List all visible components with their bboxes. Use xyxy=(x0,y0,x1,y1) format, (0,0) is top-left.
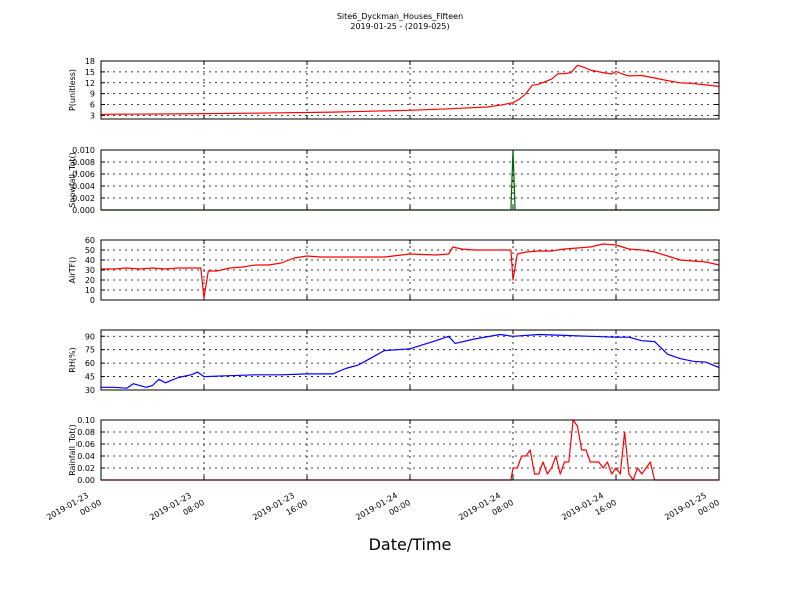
y-tick-label: 30 xyxy=(85,266,95,275)
y-tick-label: 0.08 xyxy=(77,428,95,437)
y-axis-label: Rainfall_Tot() xyxy=(68,424,77,476)
y-tick-label: 75 xyxy=(85,346,95,355)
y-axis-label: Snowfall_Tot() xyxy=(68,152,77,208)
y-tick-label: 0.00 xyxy=(77,476,95,485)
y-axis-label: RH(%) xyxy=(68,347,77,372)
y-tick-label: 0.10 xyxy=(77,416,95,425)
series-line-air-temperature xyxy=(101,243,720,299)
axes-frame xyxy=(100,149,720,211)
y-tick-label: 30 xyxy=(85,386,95,395)
chart-panels: 369121518P(unitless)0.0000.0020.0040.006… xyxy=(45,57,721,522)
y-tick-label: 0.04 xyxy=(77,452,95,461)
y-tick-label: 18 xyxy=(85,57,95,66)
y-tick-label: 0.000 xyxy=(72,206,95,215)
y-tick-label: 45 xyxy=(85,373,95,382)
y-tick-label: 12 xyxy=(85,79,95,88)
y-tick-label: 6 xyxy=(90,101,95,110)
y-tick-label: 15 xyxy=(85,68,95,77)
axes-frame xyxy=(100,329,720,391)
chart-panel-pressure: 36 9 12 15 18 P(unitless) xyxy=(68,57,720,120)
y-tick-label: 9 xyxy=(90,90,95,99)
figure-title: Site6_Dyckman_Houses_Fifteen xyxy=(337,12,463,21)
axes-frame xyxy=(100,239,720,301)
y-tick-label: 3 xyxy=(90,111,95,120)
y-tick-label: 0.004 xyxy=(72,182,95,191)
y-tick-label: 50 xyxy=(85,246,95,255)
axes-frame xyxy=(100,419,720,481)
y-tick-label: 0.02 xyxy=(77,464,95,473)
series-line-pressure xyxy=(100,64,720,115)
y-tick-label: 10 xyxy=(85,286,95,295)
axes-frame xyxy=(100,60,720,120)
y-tick-label: 0.006 xyxy=(72,170,95,179)
y-tick-label: 0 xyxy=(90,296,95,305)
y-tick-label: 0.06 xyxy=(77,440,95,449)
y-tick-label: 0.002 xyxy=(72,194,95,203)
y-tick-label: 0.010 xyxy=(72,146,95,155)
y-axis-label: AirTF() xyxy=(68,257,77,284)
y-tick-label: 60 xyxy=(85,236,95,245)
y-axis-label: P(unitless) xyxy=(68,69,77,111)
y-tick-label: 40 xyxy=(85,256,95,265)
y-tick-label: 60 xyxy=(85,359,95,368)
figure-subtitle: 2019-01-25 - (2019-025) xyxy=(350,22,449,31)
chart-panel-snowfall: 0.000 0.002 0.004 0.006 0.008 0.010Snowfall_T… xyxy=(68,146,720,215)
y-tick-label: 90 xyxy=(85,332,95,341)
series-line-relative-humidity xyxy=(101,333,720,389)
y-tick-label: 0.008 xyxy=(72,158,95,167)
y-tick-label: 20 xyxy=(85,276,95,285)
x-axis-label: Date/Time xyxy=(369,535,452,554)
chart-panel-relative-humidity: 30 45 60 75 90 RH(%) xyxy=(68,329,720,395)
